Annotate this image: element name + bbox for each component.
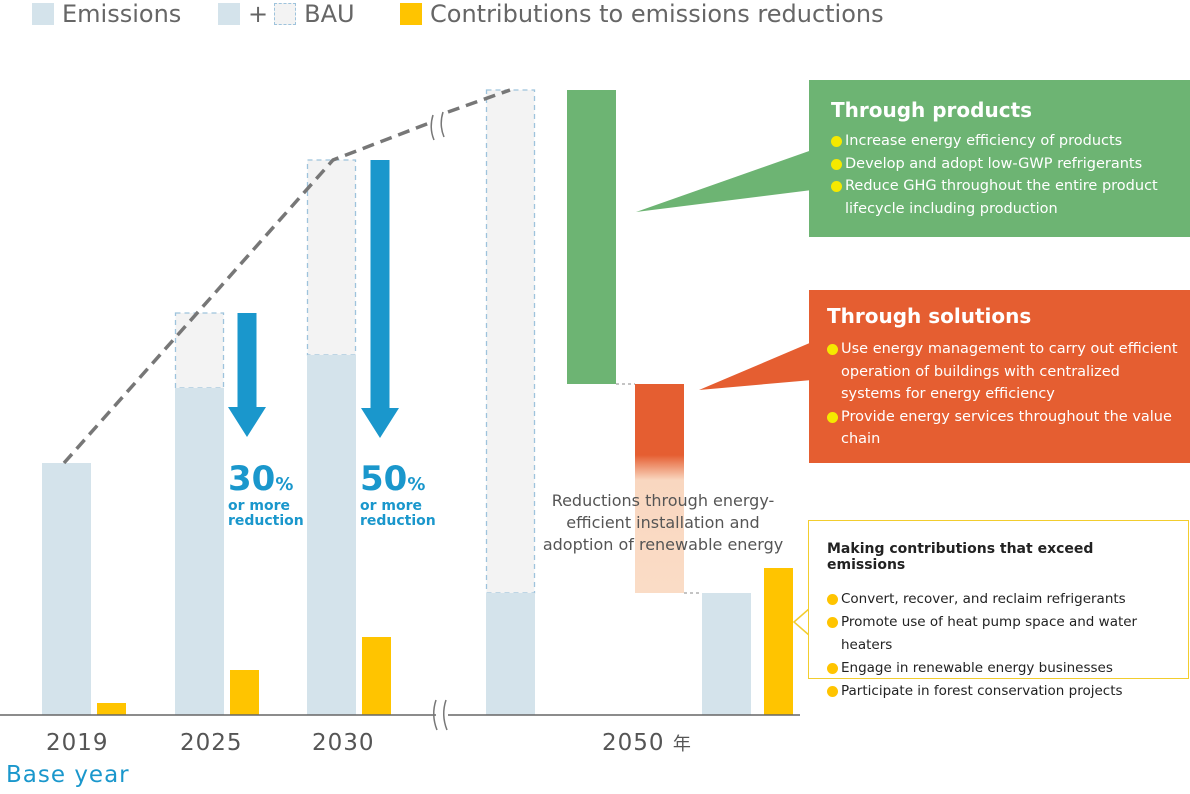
legend-contributions: Contributions to emissions reductions (400, 0, 884, 28)
through-solutions-title: Through solutions (827, 304, 1032, 328)
legend-emissions-label: Emissions (62, 0, 182, 28)
exceed-emissions-box: Making contributions that exceed emissio… (808, 520, 1189, 699)
legend-bau-emissions-swatch (218, 3, 240, 25)
exceed-emissions-title: Making contributions that exceed emissio… (827, 541, 1094, 573)
legend: Emissions + BAU Contributions to emissio… (0, 0, 1190, 30)
contribution-bar-2030 (362, 637, 391, 715)
reduction-arrow-2025 (228, 313, 266, 437)
contribution-bar-2025 (230, 670, 259, 715)
contribution-bar-2019 (97, 703, 126, 715)
through-products-box: Through products Increase energy efficie… (809, 80, 1190, 237)
axis-break-icon (433, 699, 448, 731)
solutions-callout-pointer (699, 342, 812, 390)
emissions-bar-2050-net (702, 593, 751, 715)
bau-bar-2030 (306, 159, 357, 356)
through-solutions-list: Use energy management to carry out effic… (827, 338, 1180, 451)
reduction-arrow-2030 (361, 160, 399, 438)
exceed-emissions-item: Convert, recover, and reclaim refrigeran… (827, 588, 1176, 611)
through-products-item: Develop and adopt low-GWP refrigerants (831, 153, 1170, 176)
emissions-bar-2050 (486, 593, 535, 715)
legend-emissions: Emissions (32, 0, 181, 28)
reduction-unit-2030: % (407, 474, 426, 495)
tick-label-2050-year: 2050 (602, 730, 665, 756)
legend-bau: + BAU (218, 0, 355, 28)
tick-label-2019: 2019 (46, 730, 109, 756)
legend-plus: + (248, 0, 269, 28)
reduction-label-2025: 30% or more reduction (228, 462, 308, 529)
exceed-emissions-item: Promote use of heat pump space and water… (827, 611, 1176, 657)
emissions-bar-2030 (307, 355, 356, 715)
reduction-value-2030: 50 (360, 459, 408, 499)
legend-bau-label: BAU (304, 0, 355, 28)
through-solutions-item: Use energy management to carry out effic… (827, 338, 1180, 406)
legend-emissions-swatch (32, 3, 54, 25)
bau-bar-2025 (174, 312, 225, 389)
through-solutions-item: Provide energy services throughout the v… (827, 406, 1180, 451)
exceed-emissions-item: Engage in renewable energy businesses (827, 657, 1176, 680)
tick-label-2030: 2030 (312, 730, 375, 756)
products-callout-pointer (636, 150, 812, 212)
reduction-text-2025: or more reduction (228, 498, 304, 529)
reduction-value-2025: 30 (228, 459, 276, 499)
through-products-title: Through products (831, 98, 1033, 122)
tick-label-2050: 2050 年 (602, 730, 692, 756)
through-solutions-box: Through solutions Use energy management … (809, 290, 1190, 463)
energy-efficient-reductions-label: Reductions through energy-efficient inst… (542, 491, 784, 554)
bau-trend-line-2050 (447, 88, 511, 114)
legend-contributions-label: Contributions to emissions reductions (430, 0, 884, 28)
contribution-bar-2050 (764, 568, 793, 715)
through-products-item: Reduce GHG throughout the entire product… (831, 175, 1170, 220)
products-reduction-bar (567, 90, 616, 384)
bau-trend-line (62, 120, 433, 465)
bau-bar-2050 (485, 89, 536, 594)
reduction-text-2030: or more reduction (360, 498, 436, 529)
emissions-bar-2025 (175, 388, 224, 715)
exceed-emissions-item: Participate in forest conservation proje… (827, 680, 1176, 703)
reduction-unit-2025: % (275, 474, 294, 495)
tick-label-unit: 年 (672, 734, 692, 755)
tick-label-2025: 2025 (180, 730, 243, 756)
legend-bau-swatch (274, 3, 297, 25)
reduction-label-2030: 50% or more reduction (360, 462, 440, 529)
base-year-label: Base year (6, 762, 130, 788)
solutions-reduction-bar (635, 384, 684, 593)
bau-line-break-icon (430, 111, 445, 141)
through-products-list: Increase energy efficiency of products D… (831, 130, 1170, 220)
through-products-item: Increase energy efficiency of products (831, 130, 1170, 153)
emissions-bar-2019 (42, 463, 91, 715)
legend-contributions-swatch (400, 3, 422, 25)
exceed-emissions-list: Convert, recover, and reclaim refrigeran… (827, 588, 1176, 703)
